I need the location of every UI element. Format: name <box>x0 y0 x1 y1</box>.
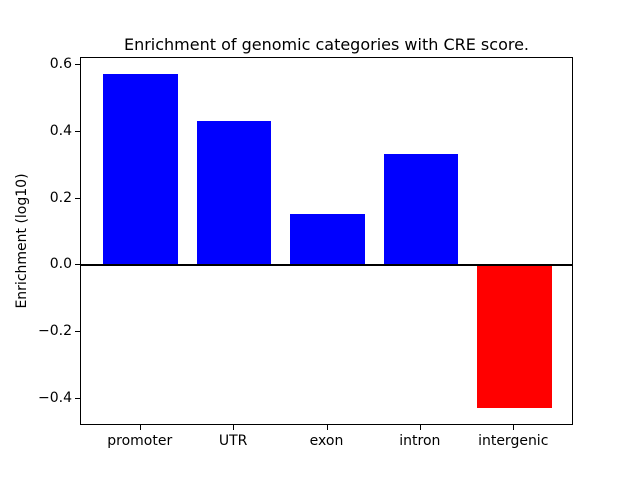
x-tick-label-exon: exon <box>309 433 344 449</box>
y-tick-mark <box>75 64 80 65</box>
x-tick-mark <box>513 425 515 430</box>
x-tick-label-intron: intron <box>399 433 441 449</box>
y-tick-label: 0.4 <box>49 122 72 139</box>
bar-intergenic <box>476 264 552 409</box>
x-tick-label-intergenic: intergenic <box>478 433 549 449</box>
x-tick-mark <box>233 425 235 430</box>
zero-line <box>81 263 572 266</box>
bar-promoter <box>103 73 179 265</box>
y-tick-label: −0.4 <box>38 390 72 407</box>
y-tick-label: 0.6 <box>49 55 72 72</box>
y-tick-mark <box>75 331 80 332</box>
plot-area <box>80 57 573 425</box>
y-tick-label: 0.2 <box>49 189 72 206</box>
y-tick-mark <box>75 198 80 199</box>
x-tick-mark <box>139 425 141 430</box>
x-tick-label-UTR: UTR <box>218 433 248 449</box>
bar-UTR <box>196 120 272 265</box>
bar-exon <box>290 214 365 265</box>
bar-intron <box>383 154 459 265</box>
x-tick-mark <box>326 425 328 430</box>
y-tick-mark <box>75 131 80 132</box>
y-tick-label: −0.2 <box>38 323 72 340</box>
x-tick-label-promoter: promoter <box>107 433 173 449</box>
y-tick-mark <box>75 264 80 265</box>
chart-title: Enrichment of genomic categories with CR… <box>123 35 530 54</box>
x-tick-mark <box>419 425 421 430</box>
y-tick-mark <box>75 398 80 399</box>
y-tick-label: 0.0 <box>49 256 72 273</box>
